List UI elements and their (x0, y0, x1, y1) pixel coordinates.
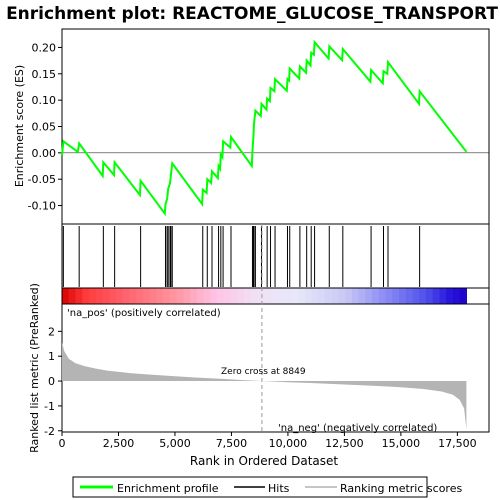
rank-bar-segment (446, 288, 454, 304)
es-y-tick-label: 0.05 (32, 121, 57, 134)
legend-enrichment-label: Enrichment profile (117, 482, 219, 495)
x-tick-label: 17,500 (438, 437, 477, 450)
metric-y-tick-label: -2 (44, 425, 55, 438)
rank-bar-segment (304, 288, 312, 304)
rank-bar-segment (459, 288, 468, 304)
rank-bar-segment (68, 288, 77, 304)
x-tick-label: 12,500 (325, 437, 364, 450)
neg-correlated-label: 'na_neg' (negatively correlated) (278, 423, 437, 434)
es-y-tick-label: 0.00 (32, 147, 57, 160)
legend-metric-label: Ranking metric scores (340, 482, 462, 495)
rank-bar-segment (250, 288, 259, 304)
rank-bar-segment (284, 288, 292, 304)
rank-bar-segment (122, 288, 131, 304)
rank-bar-segment (149, 288, 157, 304)
zero-cross-label: Zero cross at 8849 (221, 367, 306, 377)
metric-area (62, 342, 467, 430)
rank-bar-segment (230, 288, 238, 304)
rank-bar-segment (277, 288, 286, 304)
rank-bar-segment (345, 288, 353, 304)
x-tick-label: 0 (59, 437, 66, 450)
es-y-tick-label: 0.15 (32, 68, 57, 81)
x-tick-label: 15,000 (382, 437, 421, 450)
rank-bar-segment (217, 288, 225, 304)
rank-bar-segment (311, 288, 319, 304)
x-axis-label: Rank in Ordered Dataset (190, 454, 338, 468)
rank-bar-segment (163, 288, 171, 304)
rank-bar-segment (452, 288, 461, 304)
rank-bar-segment (82, 288, 90, 304)
metric-y-axis-label: Ranked list metric (PreRanked) (28, 283, 41, 453)
legend: Enrichment profile Hits Ranking metric s… (72, 476, 462, 498)
rank-bar-segment (419, 288, 427, 304)
x-tick-label: 5,000 (159, 437, 191, 450)
rank-bar-segment (257, 288, 265, 304)
rank-bar-segment (439, 288, 447, 304)
rank-bar-segment (385, 288, 393, 304)
es-y-tick-label: -0.10 (28, 200, 56, 213)
rank-bar-segment (399, 288, 407, 304)
rank-bar-segment (405, 288, 414, 304)
rank-bar-segment (203, 288, 211, 304)
rank-bar-segment (338, 288, 346, 304)
rank-bar-segment (243, 288, 252, 304)
rank-bar-segment (129, 288, 137, 304)
rank-bar-segment (88, 288, 97, 304)
rank-bar-segment (183, 288, 191, 304)
es-y-tick-label: -0.05 (28, 173, 56, 186)
rank-bar-segment (169, 288, 178, 304)
rank-bar-segment (372, 288, 380, 304)
rank-bar-segment (223, 288, 232, 304)
rank-bar-segment (378, 288, 387, 304)
rank-bar-segment (425, 288, 434, 304)
metric-y-axis: -2 -1 0 1 2 (44, 325, 62, 438)
chart-title: Enrichment plot: REACTOME_GLUCOSE_TRANSP… (6, 4, 498, 24)
rank-bar-segment (196, 288, 205, 304)
rank-bar-segment (358, 288, 366, 304)
rank-bar-segment (365, 288, 373, 304)
hits (62, 226, 421, 287)
es-line (61, 39, 468, 217)
rank-bar-segment (392, 288, 400, 304)
rank-bar-segment (324, 288, 333, 304)
metric-y-tick-label: 2 (48, 325, 55, 338)
x-tick-label: 7,500 (216, 437, 248, 450)
es-y-axis-label: Enrichment score (ES) (13, 65, 26, 187)
rank-bar-segment (95, 288, 104, 304)
rank-bar-segment (297, 288, 306, 304)
rank-bar-segment (210, 288, 218, 304)
rank-bar-segment (264, 288, 272, 304)
rank-bar-segment (176, 288, 184, 304)
pos-correlated-label: 'na_pos' (positively correlated) (67, 308, 221, 319)
metric-y-tick-label: -1 (44, 400, 55, 413)
rank-bar-segment (270, 288, 279, 304)
metric-y-tick-label: 1 (48, 350, 55, 363)
rank-bar-segment (432, 288, 441, 304)
metric-x-axis: 0 2,500 5,000 7,500 10,000 12,500 15,000 17,500 (59, 432, 477, 450)
rank-bar-segment (291, 288, 299, 304)
es-y-tick-label: 0.20 (32, 41, 57, 54)
rank-bar-segment (190, 288, 198, 304)
rank-bar-segment (351, 288, 360, 304)
rank-bar-segment (142, 288, 151, 304)
rank-bar-segment (237, 288, 245, 304)
x-tick-label: 10,000 (269, 437, 308, 450)
rank-bar-segment (412, 288, 420, 304)
rank-bar-segment (136, 288, 144, 304)
metric-y-tick-label: 0 (48, 375, 55, 388)
rank-bar-segment (156, 288, 164, 304)
rank-bar-segment (318, 288, 326, 304)
rank-bar-segment (109, 288, 117, 304)
rank-bar-segment (62, 288, 70, 304)
rank-bar-segment (75, 288, 83, 304)
x-tick-label: 2,500 (103, 437, 135, 450)
rank-bar-segment (102, 288, 110, 304)
legend-hits-label: Hits (268, 482, 290, 495)
rank-bar-segment (331, 288, 339, 304)
rank-bar-segment (115, 288, 124, 304)
rank-color-bar (62, 288, 468, 304)
es-y-axis: -0.10 -0.05 0.00 0.05 0.10 0.15 0.20 (28, 41, 62, 213)
es-y-tick-label: 0.10 (32, 94, 57, 107)
